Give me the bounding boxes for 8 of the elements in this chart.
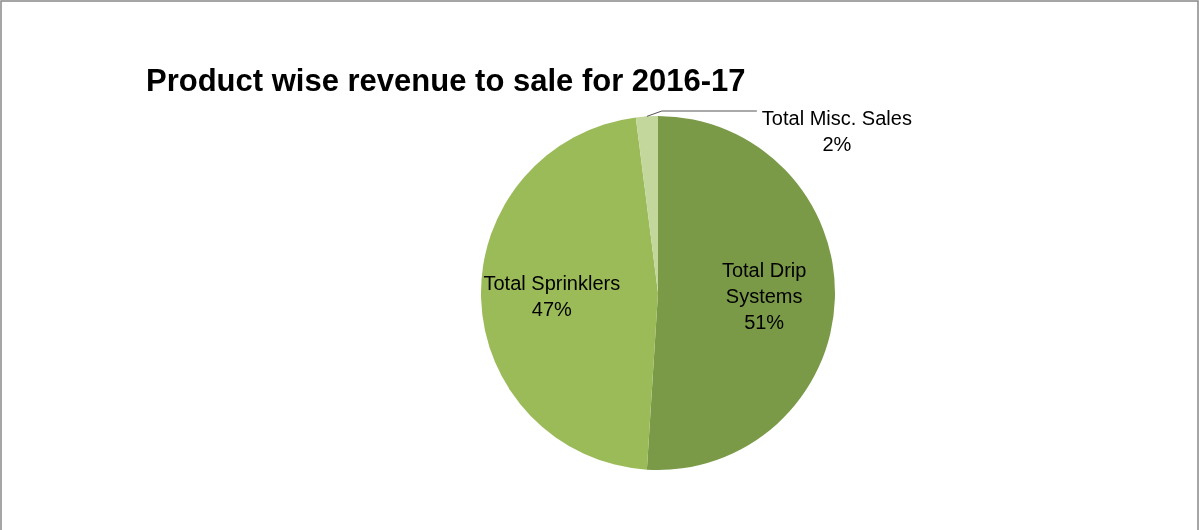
slice-label: Total Misc. Sales [761,107,912,129]
pie-slice [481,117,658,470]
chart-title: Product wise revenue to sale for 2016-17 [146,63,746,98]
slice-label: Total Drip Systems [721,259,807,308]
data-label: 47% [531,298,573,321]
slice-label: Total Sprinklers [483,272,621,295]
data-label: 51% [744,311,785,334]
data-label: 2% [822,133,852,155]
